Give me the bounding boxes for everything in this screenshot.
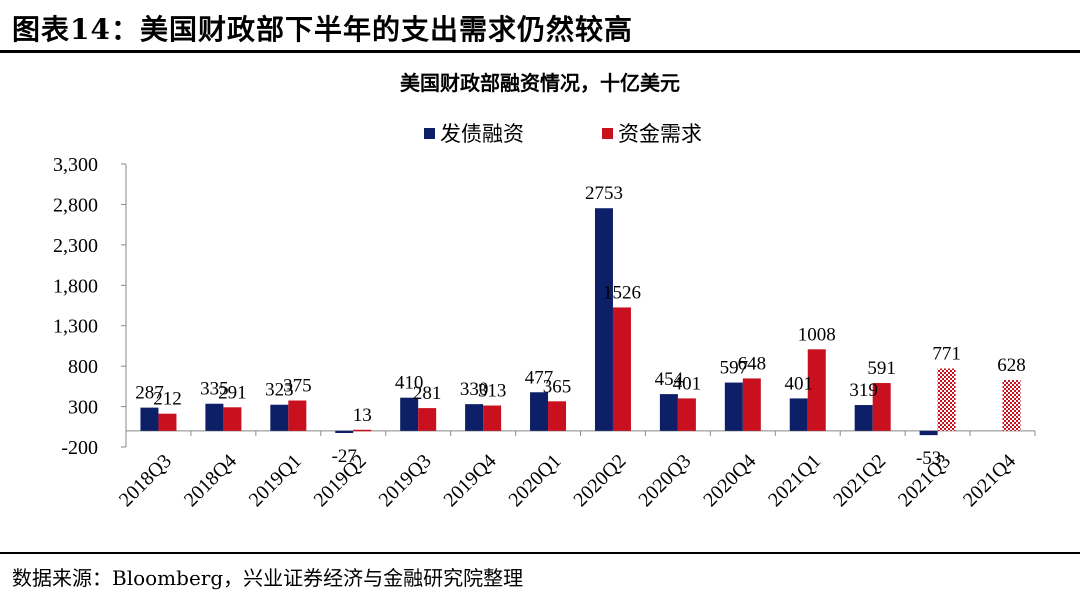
bar-debt-2020Q1 (530, 392, 549, 431)
bar-debt-2021Q3 (919, 430, 938, 436)
legend-swatch-2 (602, 128, 613, 139)
label-demand-2019Q2: 13 (353, 405, 372, 426)
bar-demand-2019Q4 (483, 405, 502, 431)
label-debt-2019Q3: 410 (395, 373, 424, 394)
label-demand-2020Q2: 1526 (603, 282, 641, 303)
label-demand-2019Q3: 281 (413, 383, 442, 404)
x-tick-label: 2019Q1 (245, 450, 306, 511)
label-debt-2021Q2: 319 (849, 380, 878, 401)
bar-debt-2020Q4 (724, 382, 743, 431)
legend-label-2: 资金需求 (618, 122, 702, 146)
bar-debt-2020Q2 (594, 208, 613, 431)
bar-demand-2020Q4 (742, 378, 761, 431)
label-demand-2019Q4: 313 (478, 381, 507, 402)
bar-demand-2019Q3 (418, 408, 437, 431)
y-tick-label: 1,800 (53, 275, 98, 297)
x-tick-label: 2018Q3 (115, 450, 176, 511)
bar-debt-2018Q4 (205, 403, 224, 431)
bar-demand-2020Q2 (612, 307, 631, 431)
x-tick-label: 2018Q4 (180, 450, 241, 511)
bar-debt-2018Q3 (140, 407, 159, 431)
label-debt-2020Q2: 2753 (585, 183, 623, 204)
bar-debt-2021Q1 (789, 398, 808, 431)
label-debt-2020Q3: 454 (655, 369, 684, 390)
figure-title: 图表14：美国财政部下半年的支出需求仍然较高 (12, 13, 633, 46)
label-debt-2021Q1: 401 (785, 373, 814, 394)
x-tick-label: 2021Q4 (959, 450, 1020, 511)
label-debt-2019Q1: 323 (265, 380, 294, 401)
y-tick-label: 1,300 (53, 316, 98, 338)
bar-debt-2019Q1 (270, 404, 289, 431)
source-note: 数据来源：Bloomberg，兴业证券经济与金融研究院整理 (12, 566, 524, 590)
label-demand-2019Q1: 375 (283, 376, 312, 397)
bar-debt-2021Q2 (854, 405, 873, 431)
label-debt-2020Q1: 477 (525, 367, 554, 388)
label-demand-2021Q4: 628 (997, 355, 1026, 376)
x-tick-label: 2020Q1 (504, 450, 565, 511)
x-axis: 2018Q3 2018Q4 2019Q1 2019Q2 2019Q3 2019Q4 2020… (115, 430, 1036, 511)
label-debt-2019Q2: -27 (332, 446, 357, 467)
x-tick-label: 2020Q4 (699, 450, 760, 511)
x-tick-label: 2020Q3 (634, 450, 695, 511)
y-tick-label: 800 (68, 356, 98, 378)
x-tick-label: 2020Q2 (569, 450, 630, 511)
bar-demand-2021Q4 (1002, 380, 1021, 431)
bar-debt-2019Q4 (465, 404, 484, 431)
x-tick-label: 2019Q3 (375, 450, 436, 511)
bar-debt-2019Q3 (400, 397, 419, 431)
y-axis: -200 300 800 1,300 1,800 2,300 2,800 3,300 (53, 154, 127, 459)
legend: 发债融资 资金需求 (424, 122, 702, 146)
bar-demand-2021Q1 (807, 349, 826, 431)
label-demand-2021Q1: 1008 (798, 324, 836, 345)
bar-demand-2018Q3 (158, 413, 177, 431)
chart-title: 美国财政部融资情况，十亿美元 (400, 71, 680, 95)
label-demand-2018Q4: 291 (218, 382, 247, 403)
bar-demand-2021Q2 (872, 383, 891, 431)
data-labels: 287 335 323 -27 410 330 477 2753 454 597 401 319 -53… (135, 183, 1026, 469)
bar-debt-2019Q2 (335, 430, 354, 434)
x-tick-label: 2021Q2 (829, 450, 890, 511)
y-tick-label: 2,800 (53, 194, 98, 216)
label-demand-2020Q1: 365 (543, 376, 572, 397)
bar-demand-2019Q2 (353, 429, 372, 432)
label-debt-2019Q4: 330 (460, 379, 489, 400)
x-tick-label: 2021Q1 (764, 450, 825, 511)
bottom-rule (0, 552, 1080, 554)
bar-debt-2020Q3 (659, 394, 678, 431)
bars (140, 208, 1021, 436)
label-demand-2020Q4: 648 (738, 353, 767, 374)
label-debt-2018Q4: 335 (200, 379, 229, 400)
x-tick-label: 2019Q4 (440, 450, 501, 511)
label-demand-2020Q3: 401 (673, 373, 702, 394)
label-debt-2020Q4: 597 (720, 358, 749, 379)
label-debt-2018Q3: 287 (135, 383, 164, 404)
bar-demand-2021Q3 (937, 368, 956, 431)
y-tick-label: -200 (61, 437, 98, 459)
bar-demand-2020Q1 (548, 401, 567, 431)
label-demand-2021Q3: 771 (932, 343, 961, 364)
top-rule (0, 50, 1080, 53)
label-demand-2021Q2: 591 (867, 358, 896, 379)
bar-demand-2020Q3 (677, 398, 696, 431)
legend-swatch-1 (424, 128, 435, 139)
chart: 美国财政部融资情况，十亿美元 发债融资 资金需求 -200 300 800 1,300 1… (53, 71, 1036, 511)
bar-demand-2018Q4 (223, 407, 242, 431)
label-debt-2021Q3: -53 (916, 448, 941, 469)
y-tick-label: 300 (68, 397, 98, 419)
bar-demand-2019Q1 (288, 400, 307, 431)
y-tick-label: 2,300 (53, 235, 98, 257)
legend-label-1: 发债融资 (440, 122, 524, 146)
y-tick-label: 3,300 (53, 154, 98, 176)
label-demand-2018Q3: 212 (153, 389, 182, 410)
